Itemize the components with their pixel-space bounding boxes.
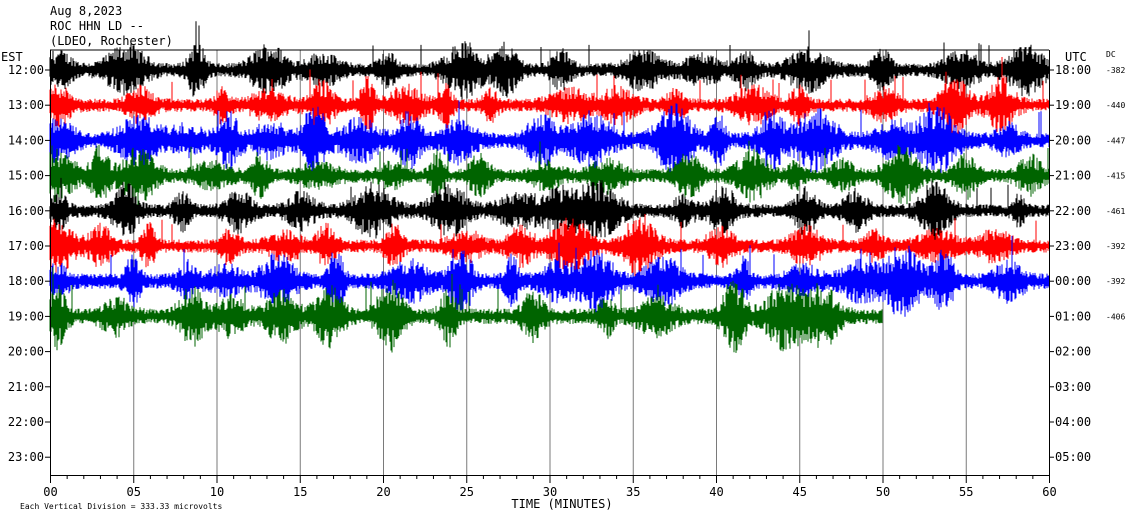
x-tick-label: 50 — [876, 485, 890, 499]
dc-offset-label: -392 — [1106, 277, 1125, 286]
left-hour-label: 12:00 — [8, 63, 44, 77]
x-axis-label: TIME (MINUTES) — [511, 497, 612, 511]
chart-labels: 00 05 10 15 20 25 30 35 40 45 50 55 60 12:00 13:00 14:0… — [1, 50, 1125, 511]
x-tick-label: 00 — [43, 485, 57, 499]
dc-offset-label: -382 — [1106, 66, 1125, 75]
right-hour-label: 00:00 — [1055, 274, 1091, 288]
left-hour-label: 20:00 — [8, 345, 44, 359]
dc-offset-label: -415 — [1106, 172, 1125, 181]
x-tick-label: 45 — [793, 485, 807, 499]
right-hour-label: 23:00 — [1055, 239, 1091, 253]
x-tick-label: 10 — [210, 485, 224, 499]
chart-date: Aug 8,2023 — [50, 4, 123, 18]
station-location: (LDEO, Rochester) — [50, 34, 173, 48]
x-tick-label: 25 — [460, 485, 474, 499]
x-tick-label: 40 — [709, 485, 723, 499]
left-hour-label: 23:00 — [8, 450, 44, 464]
right-hour-label: 01:00 — [1055, 309, 1091, 323]
x-tick-label: 55 — [959, 485, 973, 499]
x-tick-label: 05 — [127, 485, 141, 499]
x-tick-label: 15 — [293, 485, 307, 499]
right-hour-label: 18:00 — [1055, 63, 1091, 77]
dc-offset-label: -461 — [1106, 207, 1125, 216]
left-hour-label: 22:00 — [8, 415, 44, 429]
left-hour-label: 13:00 — [8, 98, 44, 112]
station-code: ROC HHN LD -- — [50, 19, 144, 33]
x-tick-label: 30 — [543, 485, 557, 499]
left-hour-label: 14:00 — [8, 133, 44, 147]
utc-axis-label: UTC — [1065, 50, 1087, 64]
x-tick-label: 20 — [376, 485, 390, 499]
x-tick-label: 35 — [626, 485, 640, 499]
left-hour-label: 18:00 — [8, 274, 44, 288]
dc-offset-label: -392 — [1106, 242, 1125, 251]
est-axis-label: EST — [1, 50, 23, 64]
right-hour-label: 20:00 — [1055, 133, 1091, 147]
left-hour-label: 19:00 — [8, 309, 44, 323]
right-hour-label: 02:00 — [1055, 345, 1091, 359]
dc-label: DC — [1106, 50, 1116, 59]
right-hour-label: 21:00 — [1055, 169, 1091, 183]
dc-offset-label: -440 — [1106, 101, 1125, 110]
right-hour-label: 04:00 — [1055, 415, 1091, 429]
right-hour-label: 03:00 — [1055, 380, 1091, 394]
dc-offset-label: -406 — [1106, 312, 1125, 321]
scale-note: Each Vertical Division = 333.33 microvol… — [20, 502, 222, 511]
chart-frame — [45, 49, 1054, 483]
left-hour-label: 21:00 — [8, 380, 44, 394]
right-hour-label: 05:00 — [1055, 450, 1091, 464]
x-tick-label: 60 — [1042, 485, 1056, 499]
left-hour-label: 16:00 — [8, 204, 44, 218]
dc-offset-label: -447 — [1106, 136, 1125, 145]
left-hour-label: 15:00 — [8, 169, 44, 183]
right-hour-label: 19:00 — [1055, 98, 1091, 112]
left-hour-label: 17:00 — [8, 239, 44, 253]
right-hour-label: 22:00 — [1055, 204, 1091, 218]
